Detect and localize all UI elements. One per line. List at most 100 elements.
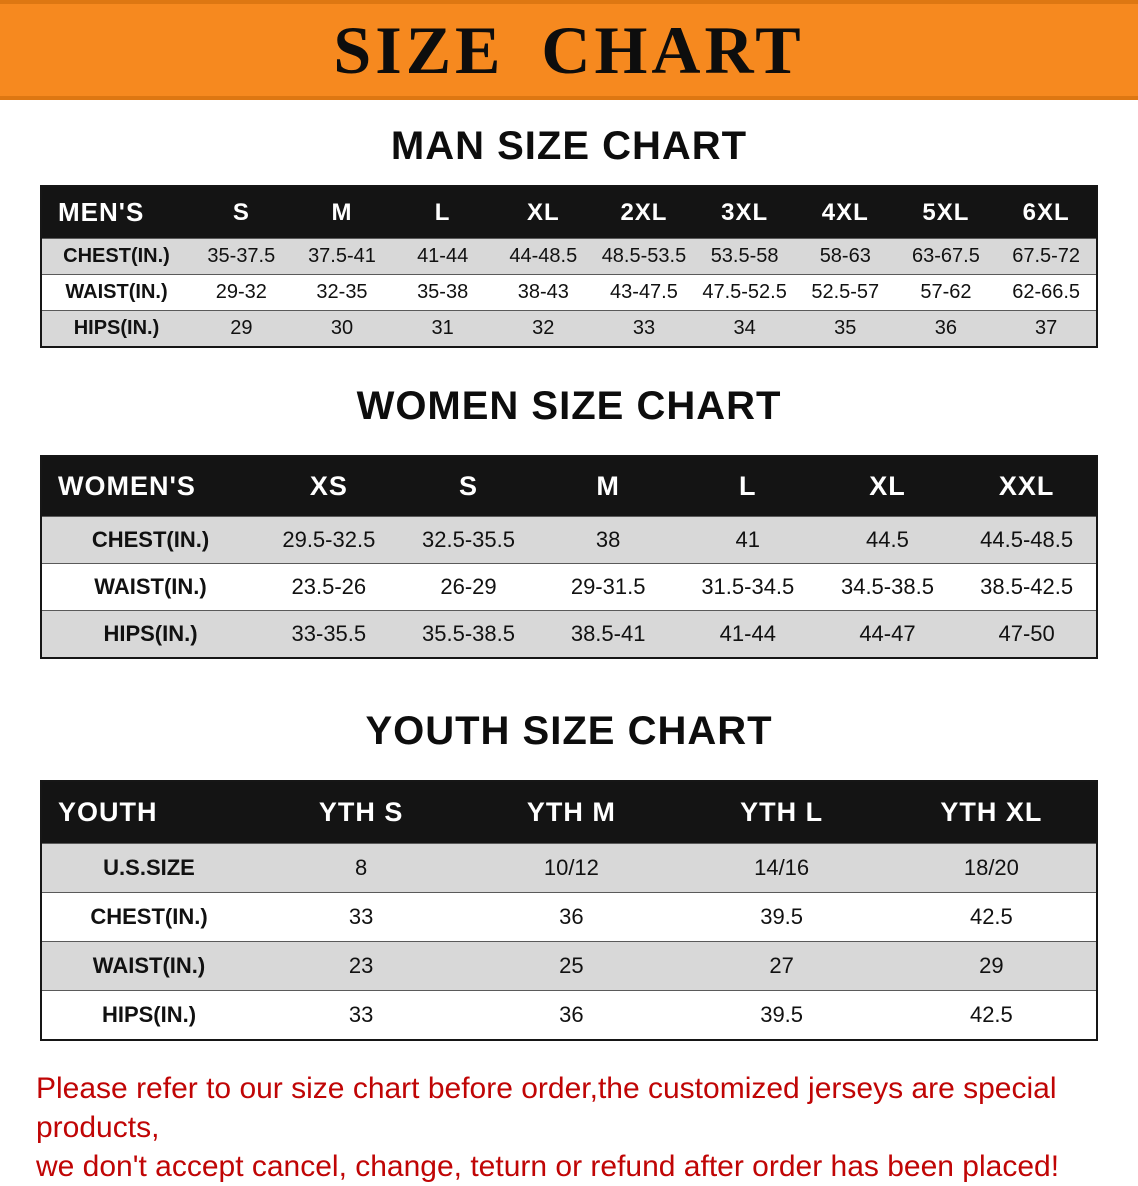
youth-size-chart-heading: YOUTH SIZE CHART [365, 709, 773, 753]
size-value: 23 [256, 941, 467, 991]
size-value: 36 [466, 892, 677, 942]
row-label: WAIST(IN.) [41, 274, 191, 311]
men-size-table: MEN'S S M L XL 2XL 3XL 4XL 5XL 6XL CHEST(IN.) 35-37… [40, 185, 1098, 348]
size-column-header: L [392, 186, 493, 239]
size-value: 33 [256, 892, 467, 942]
man-size-chart-section: MAN SIZE CHART MEN'S S M L XL 2XL 3XL 4XL 5XL 6XL… [0, 124, 1138, 348]
size-value: 36 [895, 310, 997, 347]
size-value: 10/12 [466, 843, 677, 893]
size-value: 44-48.5 [492, 238, 594, 275]
table-row: HIPS(IN.) 33-35.5 35.5-38.5 38.5-41 41-44 44-… [41, 610, 1097, 658]
man-size-chart-heading: MAN SIZE CHART [390, 124, 748, 168]
size-value: 8 [256, 843, 467, 893]
size-value: 47-50 [957, 610, 1097, 658]
size-value: 29-32 [191, 274, 292, 311]
size-value: 41-44 [392, 238, 493, 275]
row-label: HIPS(IN.) [41, 310, 191, 347]
size-value: 26-29 [398, 563, 539, 611]
row-label: CHEST(IN.) [41, 516, 259, 564]
size-value: 18/20 [886, 843, 1097, 893]
size-chart-banner: SIZE CHART [0, 0, 1138, 100]
women-size-chart-section: WOMEN SIZE CHART WOMEN'S XS S M L XL XXL CHEST(… [0, 384, 1138, 659]
size-value: 67.5-72 [996, 238, 1097, 275]
women-size-chart-heading: WOMEN SIZE CHART [356, 384, 782, 428]
size-value: 38 [538, 516, 678, 564]
size-column-header: 3XL [694, 186, 795, 239]
table-header-row: YOUTH YTH S YTH M YTH L YTH XL [41, 781, 1097, 844]
table-row: CHEST(IN.) 33 36 39.5 42.5 [41, 892, 1097, 942]
row-label: CHEST(IN.) [41, 238, 191, 275]
women-size-table: WOMEN'S XS S M L XL XXL CHEST(IN.) 29.5-32.5 32.5… [40, 455, 1098, 659]
size-value: 35.5-38.5 [398, 610, 539, 658]
size-column-header: S [191, 186, 292, 239]
size-value: 41-44 [677, 610, 818, 658]
table-category-header: WOMEN'S [41, 456, 259, 517]
size-value: 25 [466, 941, 677, 991]
row-label: WAIST(IN.) [41, 563, 259, 611]
size-value: 62-66.5 [996, 274, 1097, 311]
size-value: 38.5-42.5 [957, 563, 1097, 611]
size-column-header: M [538, 456, 678, 517]
size-value: 37.5-41 [291, 238, 393, 275]
table-row: CHEST(IN.) 29.5-32.5 32.5-35.5 38 41 44.5 44.5… [41, 516, 1097, 564]
size-value: 23.5-26 [259, 563, 399, 611]
size-value: 37 [996, 310, 1097, 347]
table-row: WAIST(IN.) 23 25 27 29 [41, 941, 1097, 991]
size-column-header: XXL [957, 456, 1097, 517]
size-value: 33 [256, 990, 467, 1040]
size-value: 53.5-58 [694, 238, 795, 275]
size-value: 57-62 [895, 274, 997, 311]
size-value: 31.5-34.5 [677, 563, 818, 611]
size-value: 44.5 [817, 516, 958, 564]
size-value: 42.5 [886, 892, 1097, 942]
size-column-header: XS [259, 456, 399, 517]
table-category-header: MEN'S [41, 186, 191, 239]
size-value: 63-67.5 [895, 238, 997, 275]
size-value: 38-43 [492, 274, 594, 311]
row-label: U.S.SIZE [41, 843, 256, 893]
size-column-header: 5XL [895, 186, 997, 239]
size-column-header: YTH XL [886, 781, 1097, 844]
disclaimer-line-1: Please refer to our size chart before or… [36, 1072, 1057, 1144]
size-column-header: 6XL [996, 186, 1097, 239]
size-value: 34.5-38.5 [817, 563, 958, 611]
size-value: 39.5 [676, 892, 887, 942]
youth-size-table: YOUTH YTH S YTH M YTH L YTH XL U.S.SIZE 8 10/12… [40, 780, 1098, 1041]
table-row: WAIST(IN.) 29-32 32-35 35-38 38-43 43-47.5 47.… [41, 274, 1097, 311]
table-header-row: WOMEN'S XS S M L XL XXL [41, 456, 1097, 517]
disclaimer: Please refer to our size chart before or… [36, 1069, 1118, 1186]
table-row: CHEST(IN.) 35-37.5 37.5-41 41-44 44-48.5 48.5… [41, 238, 1097, 275]
row-label: HIPS(IN.) [41, 610, 259, 658]
table-row: U.S.SIZE 8 10/12 14/16 18/20 [41, 843, 1097, 893]
table-category-header: YOUTH [41, 781, 256, 844]
size-chart-title: SIZE CHART [333, 12, 805, 88]
size-column-header: YTH L [676, 781, 887, 844]
size-value: 30 [291, 310, 393, 347]
disclaimer-line-2: we don't accept cancel, change, teturn o… [36, 1150, 1060, 1183]
size-value: 34 [694, 310, 795, 347]
size-value: 52.5-57 [794, 274, 896, 311]
table-row: HIPS(IN.) 29 30 31 32 33 34 35 36 37 [41, 310, 1097, 347]
size-value: 41 [677, 516, 818, 564]
size-value: 43-47.5 [593, 274, 695, 311]
table-header-row: MEN'S S M L XL 2XL 3XL 4XL 5XL 6XL [41, 186, 1097, 239]
size-value: 58-63 [794, 238, 896, 275]
row-label: WAIST(IN.) [41, 941, 256, 991]
row-label: HIPS(IN.) [41, 990, 256, 1040]
size-value: 35-38 [392, 274, 493, 311]
size-value: 31 [392, 310, 493, 347]
table-row: WAIST(IN.) 23.5-26 26-29 29-31.5 31.5-34.5 34… [41, 563, 1097, 611]
size-value: 35-37.5 [191, 238, 292, 275]
size-value: 32-35 [291, 274, 393, 311]
size-value: 29 [886, 941, 1097, 991]
size-value: 14/16 [676, 843, 887, 893]
size-column-header: 4XL [794, 186, 896, 239]
size-value: 36 [466, 990, 677, 1040]
size-column-header: 2XL [593, 186, 695, 239]
youth-size-chart-section: YOUTH SIZE CHART YOUTH YTH S YTH M YTH L YTH… [0, 709, 1138, 1041]
size-value: 33-35.5 [259, 610, 399, 658]
size-value: 35 [794, 310, 896, 347]
size-value: 32.5-35.5 [398, 516, 539, 564]
size-value: 38.5-41 [538, 610, 678, 658]
size-value: 39.5 [676, 990, 887, 1040]
